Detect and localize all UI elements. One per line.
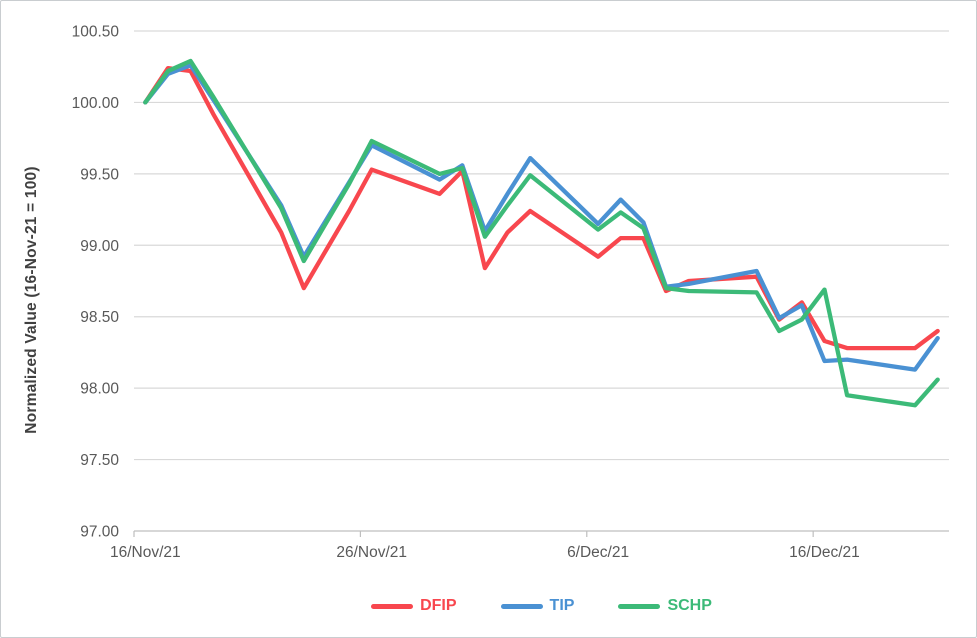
y-tick-label: 100.00 bbox=[72, 95, 120, 112]
series-line-dfip bbox=[143, 65, 940, 351]
x-tick-label: 26/Nov/21 bbox=[336, 544, 407, 561]
legend-label-tip: TIP bbox=[549, 597, 575, 614]
x-tick-label: 16/Dec/21 bbox=[789, 544, 860, 561]
y-tick-label: 100.50 bbox=[72, 24, 120, 41]
x-tick-label: 6/Dec/21 bbox=[567, 544, 629, 561]
y-tick-label: 97.50 bbox=[80, 452, 119, 469]
legend-label-schp: SCHP bbox=[667, 597, 712, 614]
legend-swatch-schp bbox=[618, 603, 661, 609]
y-tick-label: 99.00 bbox=[80, 238, 119, 255]
y-tick-label: 99.50 bbox=[80, 166, 119, 183]
y-tick-label: 98.50 bbox=[80, 309, 119, 326]
legend-swatch-tip bbox=[500, 603, 543, 609]
plot-area: 97.00 97.50 98.00 98.50 99.00 99.50 100.00 100.… bbox=[72, 24, 949, 561]
series-line-schp bbox=[143, 58, 940, 408]
x-tick-label: 16/Nov/21 bbox=[110, 544, 181, 561]
legend-item-schp: SCHP bbox=[618, 597, 712, 615]
legend-item-tip: TIP bbox=[500, 597, 575, 615]
legend-item-dfip: DFIP bbox=[371, 597, 457, 615]
y-tick-label: 97.00 bbox=[80, 524, 119, 541]
legend-label-dfip: DFIP bbox=[420, 597, 457, 614]
legend-swatch-dfip bbox=[371, 603, 414, 609]
y-tick-label: 98.00 bbox=[80, 381, 119, 398]
legend: DFIP TIP SCHP bbox=[134, 593, 949, 619]
